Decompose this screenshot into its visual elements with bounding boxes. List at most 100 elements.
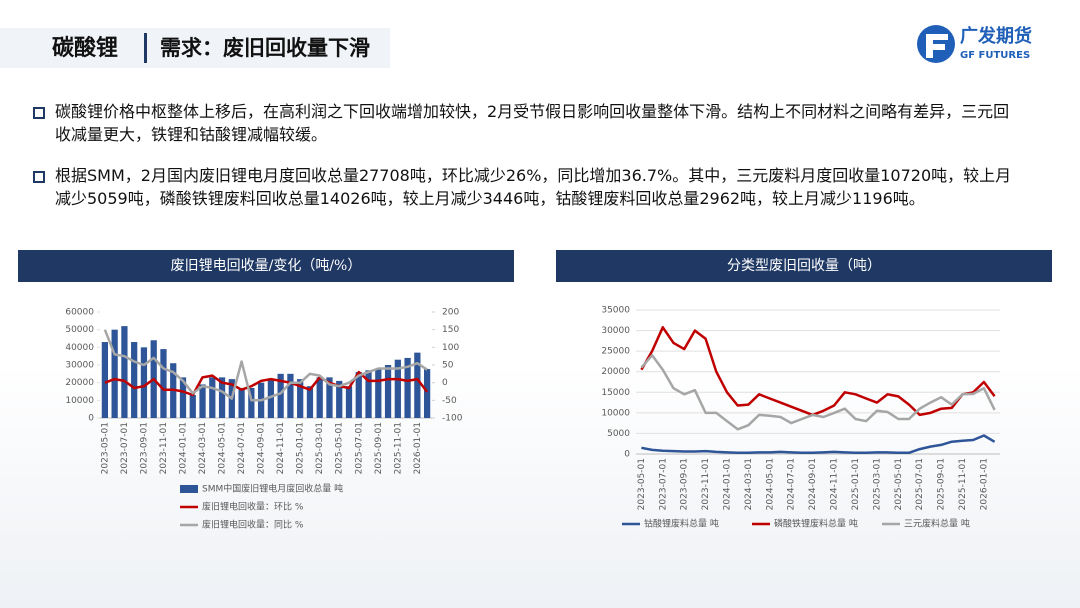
x-tick-label: 2025-11-01 (393, 422, 403, 474)
y-tick-label: 40000 (65, 343, 94, 353)
y-tick-label: 10000 (65, 396, 94, 406)
x-tick-label: 2025-09-01 (374, 422, 384, 474)
bar (121, 326, 128, 418)
bar (394, 359, 401, 418)
slide-subtitle: 需求：废旧回收量下滑 (160, 36, 370, 60)
x-tick-label: 2024-05-01 (218, 422, 228, 474)
bar (160, 349, 167, 418)
x-tick-label: 2025-05-01 (894, 458, 904, 510)
x-tick-label: 2024-09-01 (808, 458, 818, 510)
x-tick-label: 2024-01-01 (179, 422, 189, 474)
x-tick-label: 2023-11-01 (159, 422, 169, 474)
chart-title-bar (556, 250, 1052, 282)
x-tick-label: 2025-07-01 (354, 422, 364, 474)
y-tick-label: 35000 (601, 306, 630, 316)
bar (277, 373, 284, 418)
y2-tick-label: -100 (442, 414, 463, 424)
title-divider (144, 33, 147, 63)
x-tick-label: 2025-03-01 (872, 458, 882, 510)
chart-title: 废旧锂电回收量/变化（吨/%） (171, 258, 362, 274)
bar (297, 379, 304, 418)
bar (199, 384, 206, 418)
y-tick-label: 5000 (607, 429, 630, 439)
x-tick-label: 2025-05-01 (335, 422, 345, 474)
bar (384, 365, 392, 418)
y-tick-label: 25000 (601, 347, 630, 357)
line-series (640, 354, 996, 431)
y2-tick-label: 100 (442, 343, 459, 353)
bar (218, 377, 226, 418)
y-tick-label: 10000 (601, 408, 630, 418)
legend-label: 钴酸锂废料总量 吨 (644, 518, 719, 530)
bar (345, 386, 353, 418)
bar (404, 357, 411, 418)
x-tick-label: 2024-07-01 (787, 458, 797, 510)
line-series (103, 329, 428, 402)
line-series (640, 326, 996, 417)
y-tick-label: 50000 (65, 325, 94, 335)
bar (375, 368, 382, 418)
y-tick-label: 15000 (601, 388, 630, 398)
x-tick-label: 2024-11-01 (830, 458, 840, 510)
y-tick-label: 0 (88, 414, 94, 424)
bar (189, 395, 196, 418)
y2-tick-label: 0 (442, 378, 448, 388)
bar (326, 377, 333, 418)
bar (101, 342, 109, 418)
y-tick-label: 60000 (65, 308, 94, 318)
x-tick-label: 2025-11-01 (958, 458, 968, 510)
legend-label: 废旧锂电回收量：同比 % (202, 519, 304, 531)
bar (179, 377, 187, 418)
x-tick-label: 2025-07-01 (915, 458, 925, 510)
y-tick-label: 20000 (601, 367, 630, 377)
bar (140, 347, 148, 418)
x-tick-label: 2023-09-01 (139, 422, 149, 474)
y2-tick-label: 50 (442, 361, 454, 371)
x-tick-label: 2025-01-01 (296, 422, 306, 474)
legend-label: 磷酸铁锂废料总量 吨 (774, 518, 858, 530)
bar (365, 370, 372, 418)
legend-label: 废旧锂电回收量：环比 % (202, 501, 304, 513)
y2-tick-label: 150 (442, 325, 459, 335)
legend-swatch (180, 485, 198, 493)
x-tick-label: 2024-11-01 (276, 422, 286, 474)
x-tick-label: 2023-07-01 (120, 422, 130, 474)
bar (238, 387, 245, 418)
legend-label: 三元废料总量 吨 (904, 518, 970, 530)
x-tick-label: 2026-01-01 (413, 422, 423, 474)
bar (423, 369, 431, 418)
x-tick-label: 2023-11-01 (701, 458, 711, 510)
legend-label: SMM中国废旧锂电月度回收总量 吨 (202, 483, 343, 495)
bar (414, 352, 421, 418)
line-series (641, 434, 996, 455)
x-tick-label: 2024-03-01 (744, 458, 754, 510)
bar (336, 380, 343, 418)
title-band (0, 28, 390, 68)
bar (287, 373, 294, 418)
x-tick-label: 2023-09-01 (680, 458, 690, 510)
y-tick-label: 30000 (65, 361, 94, 371)
logo-cn: 广发期货 (960, 25, 1032, 47)
chart-title: 分类型废旧回收量（吨） (727, 258, 881, 274)
bar (267, 379, 275, 418)
x-tick-label: 2024-05-01 (765, 458, 775, 510)
bar (306, 386, 314, 418)
y-tick-label: 30000 (601, 326, 630, 336)
y2-tick-label: -50 (442, 396, 457, 406)
x-tick-label: 2023-05-01 (637, 458, 647, 510)
bar (355, 372, 362, 418)
y-tick-label: 20000 (65, 378, 94, 388)
x-tick-label: 2023-05-01 (100, 422, 110, 474)
x-tick-label: 2024-09-01 (257, 422, 267, 474)
x-tick-label: 2024-07-01 (237, 422, 247, 474)
x-tick-label: 2023-07-01 (658, 458, 668, 510)
y-tick-label: 0 (624, 450, 630, 460)
bullet: 碳酸锂价格中枢整体上移后，在高利润之下回收端增加较快，2月受节假日影响回收量整体… (33, 100, 1015, 146)
chart-title-bar (18, 250, 514, 282)
bar (111, 329, 118, 418)
bar (248, 387, 255, 418)
bullet: 根据SMM，2月国内废旧锂电月度回收总量27708吨，环比减少26%，同比增加3… (33, 164, 1015, 210)
x-tick-label: 2026-01-01 (979, 458, 989, 510)
